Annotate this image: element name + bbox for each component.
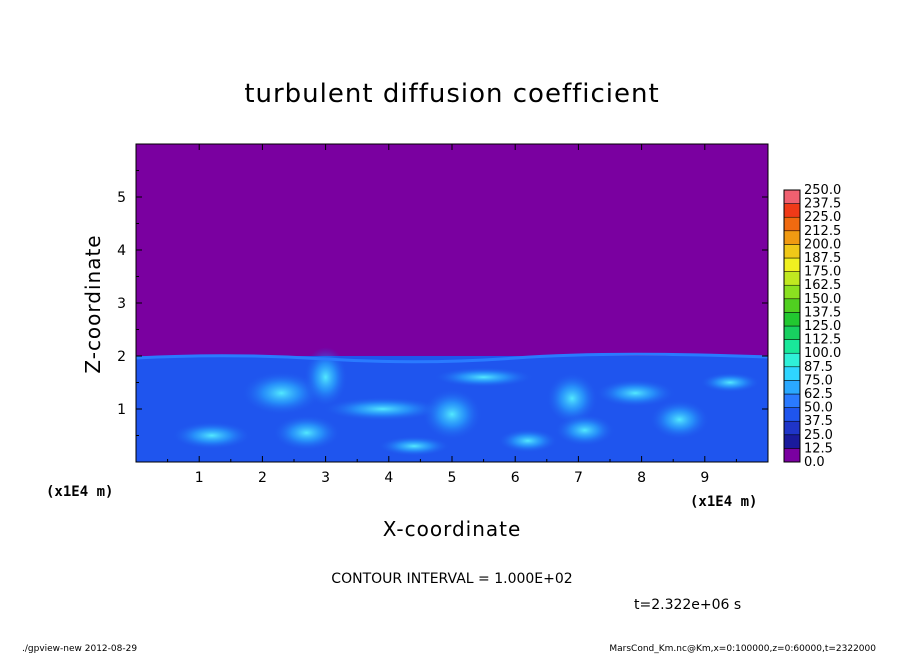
y-tick-label: 2 bbox=[117, 349, 126, 365]
colorbar-swatch bbox=[783, 284, 801, 300]
swirl bbox=[241, 371, 322, 416]
colorbar-swatch bbox=[783, 352, 801, 368]
swirl bbox=[433, 367, 534, 388]
colorbar-label: 125.0 bbox=[804, 319, 841, 334]
colorbar-label: 50.0 bbox=[804, 401, 833, 416]
colorbar-label: 37.5 bbox=[804, 414, 833, 429]
colorbar-swatch bbox=[783, 244, 801, 259]
colorbar-swatch bbox=[783, 230, 801, 245]
swirl bbox=[554, 414, 615, 447]
x-tick-label: 2 bbox=[258, 470, 267, 486]
x-tick-label: 6 bbox=[511, 470, 520, 486]
y-axis: 1 2 3 4 5 bbox=[117, 170, 768, 436]
swirl bbox=[303, 347, 348, 408]
x-tick-label: 3 bbox=[321, 470, 330, 486]
colorbar-label: 75.0 bbox=[804, 373, 833, 388]
swirl bbox=[322, 397, 443, 421]
colorbar-swatch bbox=[783, 298, 801, 313]
colorbar-label: 162.5 bbox=[804, 278, 841, 293]
colorbar-swatch bbox=[783, 366, 801, 381]
colorbar-label: 175.0 bbox=[804, 265, 841, 280]
colorbar-swatch bbox=[783, 189, 801, 204]
swirl bbox=[497, 428, 558, 453]
colorbar-swatch bbox=[783, 325, 801, 340]
colorbar-label: 112.5 bbox=[804, 333, 841, 348]
colorbar-label: 200.0 bbox=[804, 237, 841, 252]
swirl bbox=[595, 379, 676, 408]
colorbar-swatch bbox=[783, 216, 801, 232]
x-unit-left: (x1E4 m) bbox=[46, 484, 113, 500]
colorbar-swatch bbox=[783, 434, 801, 449]
colorbar-swatch bbox=[783, 203, 801, 218]
colorbar-label: 62.5 bbox=[804, 387, 833, 402]
contour-interval: CONTOUR INTERVAL = 1.000E+02 bbox=[331, 571, 572, 587]
x-tick-label: 9 bbox=[700, 470, 709, 486]
colorbar-label: 212.5 bbox=[804, 224, 841, 239]
colorbar-label: 137.5 bbox=[804, 305, 841, 320]
y-tick-label: 5 bbox=[117, 190, 126, 206]
x-tick-label: 5 bbox=[448, 470, 457, 486]
x-axis-label: X-coordinate bbox=[383, 517, 522, 541]
swirl bbox=[378, 436, 451, 457]
chart-title: turbulent diffusion coefficient bbox=[244, 79, 659, 109]
x-tick-label: 1 bbox=[195, 470, 204, 486]
x-tick-label: 8 bbox=[637, 470, 646, 486]
swirl bbox=[649, 399, 710, 440]
colorbar-frame bbox=[783, 189, 801, 463]
colorbar-label: 0.0 bbox=[804, 455, 825, 470]
y-tick-label: 4 bbox=[117, 243, 126, 259]
x-axis: 1 2 3 4 5 6 7 8 9 bbox=[167, 144, 737, 486]
swirl bbox=[700, 372, 761, 393]
y-tick-label: 1 bbox=[117, 402, 126, 418]
turbulence-swirls bbox=[136, 347, 768, 457]
swirl bbox=[171, 421, 252, 450]
colorbar-label: 87.5 bbox=[804, 360, 833, 375]
colorbar-label: 187.5 bbox=[804, 251, 841, 266]
colorbar-swatch bbox=[783, 271, 801, 286]
colorbar-label: 25.0 bbox=[804, 428, 833, 443]
colorbar-swatch bbox=[783, 420, 801, 436]
colorbar-swatch bbox=[783, 339, 801, 354]
colorbar-swatch bbox=[783, 393, 801, 408]
plot-area bbox=[136, 144, 768, 462]
x-tick-label: 7 bbox=[574, 470, 583, 486]
swirl bbox=[546, 372, 599, 425]
x-tick-label: 4 bbox=[384, 470, 393, 486]
colorbar-swatch bbox=[783, 312, 801, 327]
colorbar: 0.012.525.037.550.062.575.087.5100.0112.… bbox=[783, 183, 841, 470]
footer-left: ./gpview-new 2012-08-29 bbox=[22, 644, 137, 654]
y-axis-label: Z-coordinate bbox=[81, 234, 105, 373]
colorbar-swatch bbox=[783, 448, 801, 463]
swirl bbox=[422, 388, 482, 441]
swirl bbox=[272, 414, 341, 451]
colorbar-swatch bbox=[783, 257, 801, 272]
colorbar-label: 225.0 bbox=[804, 210, 841, 225]
boundary-edge bbox=[136, 352, 768, 364]
colorbar-label: 12.5 bbox=[804, 441, 833, 456]
colorbar-label: 150.0 bbox=[804, 292, 841, 307]
footer-right: MarsCond_Km.nc@Km,x=0:100000,z=0:60000,t… bbox=[609, 644, 876, 654]
y-tick-label: 3 bbox=[117, 296, 126, 312]
colorbar-label: 250.0 bbox=[804, 183, 841, 198]
colorbar-label: 237.5 bbox=[804, 197, 841, 212]
colorbar-swatch bbox=[783, 380, 801, 395]
colorbar-label: 100.0 bbox=[804, 346, 841, 361]
x-unit-right: (x1E4 m) bbox=[690, 494, 757, 510]
colorbar-swatch bbox=[783, 407, 801, 422]
time-label: t=2.322e+06 s bbox=[634, 597, 741, 613]
